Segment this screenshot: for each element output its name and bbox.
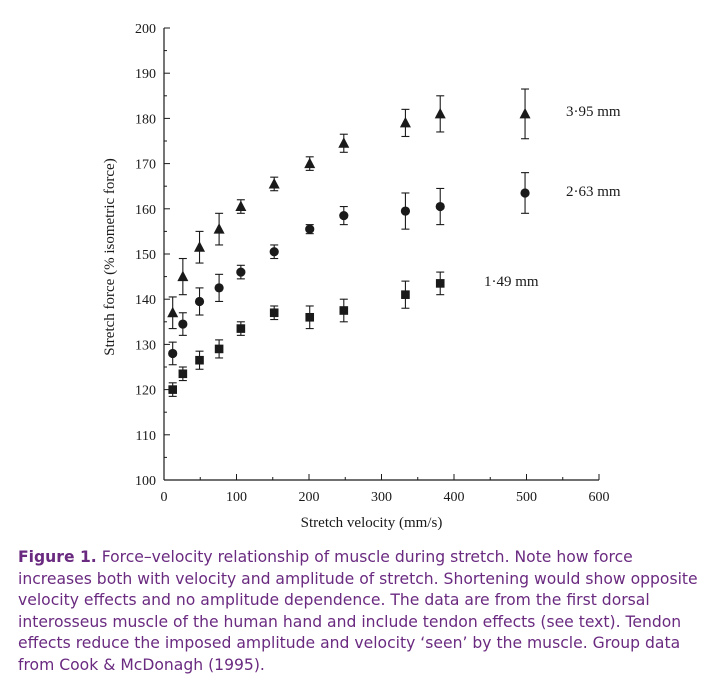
square-point <box>401 290 410 299</box>
circle-point <box>194 296 205 307</box>
triangle-point <box>434 107 446 119</box>
y-tick-label: 180 <box>135 112 156 127</box>
square-point <box>435 279 445 288</box>
x-tick-label: 200 <box>299 490 320 505</box>
x-tick-label: 400 <box>444 490 465 505</box>
square-point <box>305 312 315 322</box>
triangle-point <box>338 137 350 148</box>
y-tick-label: 170 <box>135 158 156 173</box>
circle-point <box>520 188 530 198</box>
square-point <box>178 369 188 379</box>
y-tick-label: 200 <box>135 22 156 37</box>
square-point <box>168 385 177 394</box>
caption-text: Force–velocity relationship of muscle du… <box>18 548 698 674</box>
x-axis-title: Stretch velocity (mm/s) <box>301 515 443 531</box>
y-tick-label: 120 <box>135 384 156 399</box>
circle-point <box>168 348 178 359</box>
triangle-point <box>399 116 411 128</box>
x-tick-label: 100 <box>226 490 247 505</box>
y-tick-label: 100 <box>135 474 156 489</box>
series-triangle: 3·95 mm <box>167 88 621 330</box>
y-tick-label: 150 <box>135 248 156 263</box>
circle-point <box>400 206 411 216</box>
square-point <box>236 324 246 333</box>
circle-point <box>435 201 445 212</box>
triangle-point <box>304 157 316 169</box>
chart-marks: 3·95 mm 2·63 mm 1·49 mm <box>167 88 621 397</box>
caption-figure-label: Figure 1. <box>18 548 97 566</box>
y-tick-label: 130 <box>135 338 156 353</box>
x-tick-label: 0 <box>161 490 168 505</box>
series-label: 3·95 mm <box>566 104 621 120</box>
circle-point <box>236 267 246 277</box>
circle-point <box>339 210 349 221</box>
triangle-point <box>194 241 206 252</box>
y-tick-label: 110 <box>136 429 156 444</box>
circle-point <box>305 224 315 234</box>
triangle-point <box>177 270 189 282</box>
square-point <box>195 355 204 365</box>
figure-caption: Figure 1. Force–velocity relationship of… <box>18 547 703 676</box>
x-tick-label: 500 <box>516 490 537 505</box>
y-tick-label: 160 <box>135 203 156 218</box>
x-tick-label: 300 <box>371 490 392 505</box>
series-label: 2·63 mm <box>566 184 621 200</box>
force-velocity-chart: 100 110 120 130 140 150 160 170 180 190 200 0 100 200… <box>102 22 621 531</box>
square-point <box>269 308 279 318</box>
chart-axes: 100 110 120 130 140 150 160 170 180 190 200 0 100 200… <box>102 22 610 531</box>
y-axis-title: Stretch force (% isometric force) <box>102 158 118 355</box>
triangle-point <box>213 223 225 234</box>
triangle-point <box>235 200 247 212</box>
square-point <box>339 306 349 315</box>
square-point <box>214 344 224 354</box>
series-circle: 2·63 mm <box>168 172 621 366</box>
series-label: 1·49 mm <box>484 274 539 290</box>
circle-point <box>269 247 279 257</box>
triangle-point <box>167 306 179 318</box>
y-tick-label: 190 <box>135 67 156 82</box>
triangle-point <box>268 177 280 189</box>
x-tick-label: 600 <box>589 490 610 505</box>
triangle-point <box>519 107 531 119</box>
circle-point <box>178 319 188 329</box>
circle-point <box>214 283 224 293</box>
y-tick-label: 140 <box>135 293 156 308</box>
series-square: 1·49 mm <box>168 271 539 397</box>
